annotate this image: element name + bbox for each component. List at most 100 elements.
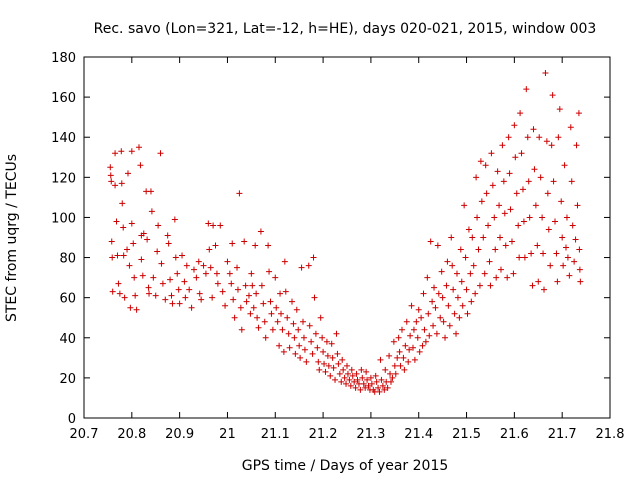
data-point [214, 280, 221, 287]
data-point [206, 246, 213, 253]
data-point [534, 242, 541, 249]
data-point [316, 366, 323, 373]
data-point [124, 170, 131, 177]
data-point [381, 386, 388, 393]
data-point [242, 282, 249, 289]
data-point [109, 288, 116, 295]
data-point [478, 198, 485, 205]
data-point [438, 268, 445, 275]
data-point [328, 340, 335, 347]
data-point [572, 236, 579, 243]
data-point [389, 374, 396, 381]
data-point [196, 290, 203, 297]
data-point [507, 206, 514, 213]
data-point [317, 314, 324, 321]
data-point [224, 258, 231, 265]
data-point [230, 296, 237, 303]
data-point [267, 298, 274, 305]
x-tick-label: 21.4 [404, 427, 433, 442]
data-point [496, 202, 503, 209]
data-point [112, 150, 119, 157]
data-point [563, 214, 570, 221]
data-point [357, 386, 364, 393]
data-point [442, 334, 449, 341]
data-point [323, 338, 330, 345]
data-point [439, 294, 446, 301]
data-point [147, 188, 154, 195]
data-point [309, 350, 316, 357]
data-point [341, 374, 348, 381]
data-point [181, 278, 188, 285]
data-point [205, 220, 212, 227]
data-point [421, 326, 428, 333]
data-point [567, 124, 574, 131]
data-point [454, 294, 461, 301]
data-point [429, 298, 436, 305]
data-point [568, 178, 575, 185]
data-point [426, 332, 433, 339]
data-point [494, 168, 501, 175]
chart-title: Rec. savo (Lon=321, Lat=-12, h=HE), days… [94, 21, 597, 37]
axis-ticks: 20.7 20.8 20.9 21 21.1 21.2 21.3 21.4 21.5 21.6 21… [51, 51, 624, 442]
data-point [489, 182, 496, 189]
data-point [258, 282, 265, 289]
data-point [451, 310, 458, 317]
data-point [443, 282, 450, 289]
data-point [108, 178, 115, 185]
data-point [512, 154, 519, 161]
data-point [475, 246, 482, 253]
data-point [285, 330, 292, 337]
data-point [222, 302, 229, 309]
data-point [138, 256, 145, 263]
data-point [265, 242, 272, 249]
data-point [362, 384, 369, 391]
data-point [453, 270, 460, 277]
data-point [465, 226, 472, 233]
data-point [408, 302, 415, 309]
data-point [391, 362, 398, 369]
data-point [549, 92, 556, 99]
data-point [229, 240, 236, 247]
data-point [499, 142, 506, 149]
data-point [148, 208, 155, 215]
data-point [501, 210, 508, 217]
data-point [193, 274, 200, 281]
data-point [131, 274, 138, 281]
data-point [112, 182, 119, 189]
data-point [300, 334, 307, 341]
data-point [157, 150, 164, 157]
data-point [146, 290, 153, 297]
data-point [553, 250, 560, 257]
data-point [324, 352, 331, 359]
data-point [336, 370, 343, 377]
data-point [261, 318, 268, 325]
data-point [253, 290, 260, 297]
data-point [409, 344, 416, 351]
data-point [373, 378, 380, 385]
data-point [165, 240, 172, 247]
data-point [487, 282, 494, 289]
data-point [164, 232, 171, 239]
data-point [154, 248, 161, 255]
data-point [130, 240, 137, 247]
data-point [127, 304, 134, 311]
data-point [576, 246, 583, 253]
data-point [493, 274, 500, 281]
data-point [382, 366, 389, 373]
data-point [462, 254, 469, 261]
data-point [481, 270, 488, 277]
data-point [464, 310, 471, 317]
data-point [145, 284, 152, 291]
data-point [410, 326, 417, 333]
data-point [368, 380, 375, 387]
data-point [234, 264, 241, 271]
data-point [295, 326, 302, 333]
data-point [555, 134, 562, 141]
data-point [500, 178, 507, 185]
data-point [459, 302, 466, 309]
data-point [398, 326, 405, 333]
data-point [303, 358, 310, 365]
data-point [401, 366, 408, 373]
data-point [291, 334, 298, 341]
x-tick-label: 21 [219, 427, 236, 442]
